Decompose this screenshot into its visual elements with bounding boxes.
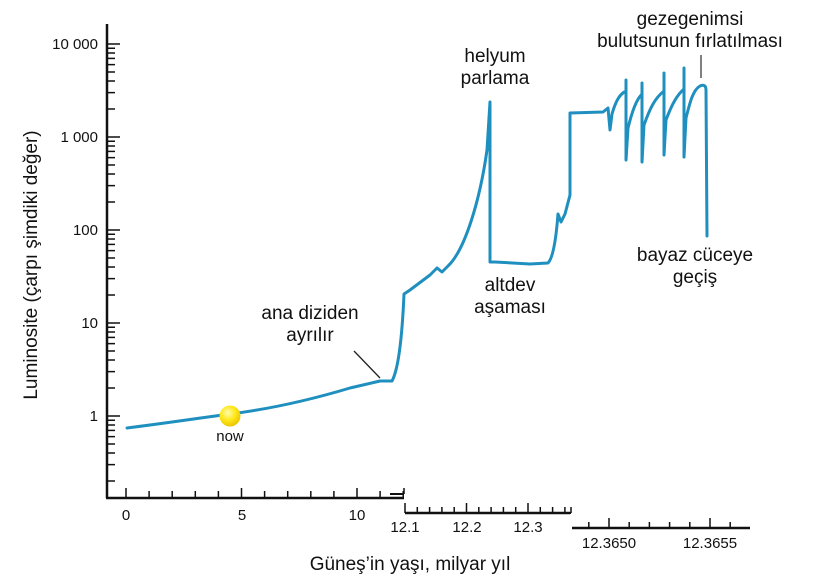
pn-line-2: bulutsunun fırlatılması [597,31,783,52]
white-dwarf-label: bayaz cüceye geçiş [610,245,780,289]
y-tick-100: 100 [72,222,98,239]
x-tick-0: 0 [121,507,131,524]
x-tick-12-1: 12.1 [390,519,420,536]
x-tick-12-3650: 12.3650 [581,535,637,552]
helium-flash-label: helyum parlama [440,46,550,90]
y-axis [105,24,120,498]
wd-line-2: geçiş [672,267,718,288]
pn-line-1: gezegenimsi [636,9,744,30]
y-tick-10: 10 [81,315,98,332]
now-label: now [216,428,244,445]
x-tick-12-3: 12.3 [513,519,543,536]
he-flash-line-1: helyum [464,46,526,67]
leaves-ms-line-1: ana diziden [261,303,359,324]
x-axis-panel-2 [390,488,570,515]
he-flash-line-2: parlama [460,68,530,89]
leaves-ms-line-2: ayrılır [286,325,334,346]
sun-now-marker [219,405,241,427]
subgiant-line-2: aşaması [474,297,546,318]
x-axis-label: Güneş’in yaşı, milyar yıl [309,554,511,575]
leaves-main-sequence-label: ana diziden ayrılır [242,303,378,347]
wd-line-1: bayaz cüceye [636,245,754,266]
x-tick-12-2: 12.2 [452,519,482,536]
x-tick-12-3655: 12.3655 [682,535,738,552]
y-tick-10000: 10 000 [52,36,98,53]
y-tick-1: 1 [89,408,98,425]
y-axis-label: Luminosite (çarpı şimdiki değer) [21,130,42,400]
subgiant-line-1: altdev [484,275,536,296]
planetary-nebula-label: gezegenimsi bulutsunun fırlatılması [570,9,810,53]
x-tick-5: 5 [237,507,247,524]
subgiant-label: altdev aşaması [450,275,570,319]
x-axis-panel-1 [106,488,404,500]
x-tick-10: 10 [348,507,366,524]
x-axis-panel-3 [562,507,750,530]
luminosity-curve [125,66,709,430]
y-tick-1000: 1 000 [60,129,98,146]
leaves-ms-leader [353,350,381,379]
